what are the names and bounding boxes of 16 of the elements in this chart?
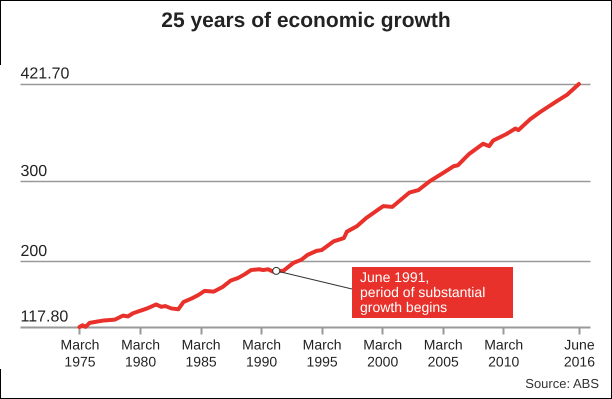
x-tick-label: March 1985	[182, 336, 221, 370]
x-tick-label: March 2005	[424, 336, 463, 370]
source-note: Source: ABS	[525, 376, 599, 391]
y-tick-label: 117.80	[20, 308, 68, 326]
annotation: June 1991, period of substantial growth begins	[360, 269, 486, 315]
chart-title: 25 years of economic growth	[160, 9, 452, 33]
y-tick-label: 300	[20, 162, 48, 180]
x-tick-label: March 2010	[484, 336, 524, 370]
x-tick-label: March 1975	[60, 336, 100, 370]
x-tick-label: March 2000	[363, 336, 402, 370]
x-tick-label: March 1995	[302, 336, 342, 370]
y-tick-label: 421.70	[20, 66, 70, 82]
x-tick-label: March 1980	[121, 336, 160, 370]
x-tick-label: June 2016	[564, 336, 596, 370]
y-tick-label: 200	[20, 242, 48, 260]
x-tick-label: March 1990	[242, 336, 282, 370]
